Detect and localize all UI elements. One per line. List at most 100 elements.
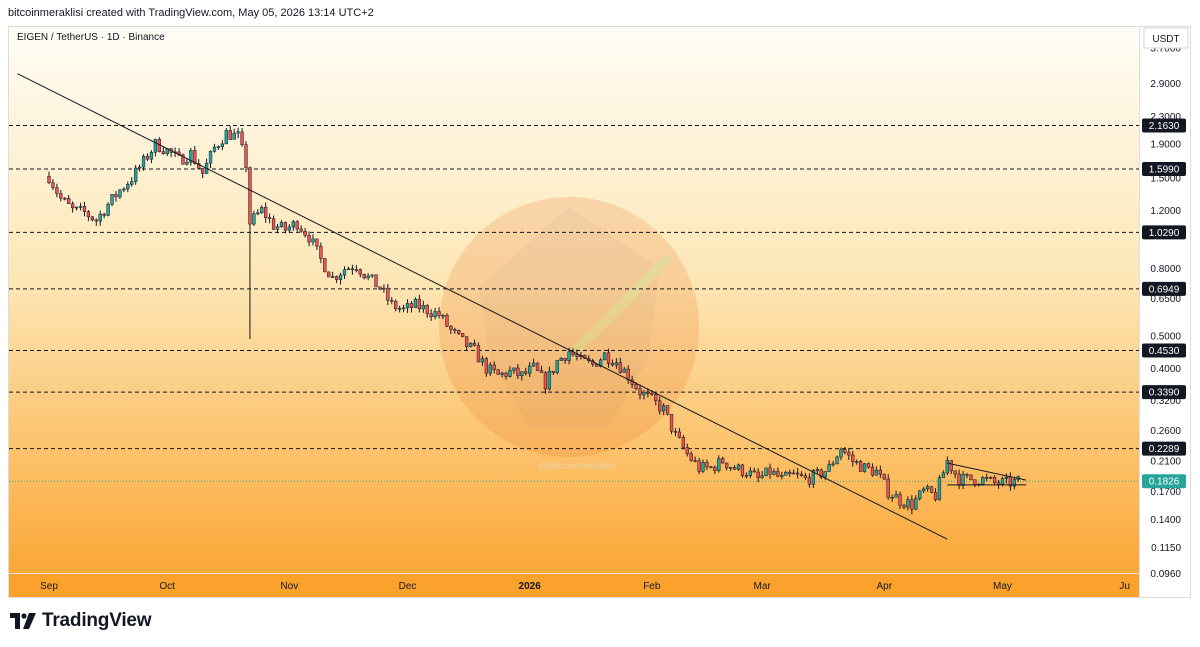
candle-up bbox=[500, 372, 504, 375]
price-tick-label: 1.2000 bbox=[1150, 206, 1181, 217]
candle-down bbox=[965, 474, 969, 476]
candle-down bbox=[665, 405, 670, 415]
currency-box[interactable]: USDT bbox=[1143, 27, 1189, 49]
candle-down bbox=[795, 472, 800, 475]
price-tick-label: 1.5000 bbox=[1150, 174, 1181, 185]
credit-text: bitcoinmeraklisi created with TradingVie… bbox=[8, 7, 374, 19]
candle-down bbox=[94, 219, 98, 222]
candle-up bbox=[567, 351, 571, 361]
candle-up bbox=[559, 358, 563, 361]
price-tick-label: 0.8000 bbox=[1150, 264, 1181, 275]
candle-down bbox=[638, 388, 642, 396]
candle-down bbox=[973, 479, 977, 485]
price-tick-label: 0.4000 bbox=[1150, 364, 1181, 375]
level-label: 0.3390 bbox=[1149, 388, 1180, 399]
candle-down bbox=[82, 206, 87, 212]
candle-down bbox=[721, 458, 725, 464]
triangle-upper-line[interactable] bbox=[947, 462, 1027, 481]
time-axis[interactable]: Sep Oct Nov Dec 2026 Feb Mar Apr May Ju bbox=[40, 581, 1130, 592]
candle-down bbox=[776, 471, 780, 477]
level-label-box bbox=[1142, 225, 1186, 240]
candle-down bbox=[575, 354, 579, 357]
candle-down bbox=[264, 207, 268, 218]
candle-down bbox=[248, 167, 252, 225]
candle-down bbox=[535, 362, 540, 371]
candle-up bbox=[338, 274, 343, 280]
candle-up bbox=[98, 213, 102, 222]
candle-down bbox=[161, 151, 165, 154]
candle-up bbox=[792, 472, 796, 475]
price-axis[interactable]: 3.7000 2.9000 2.3000 1.9000 1.5000 1.2000 0.80… bbox=[1142, 44, 1186, 580]
descending-trendline[interactable] bbox=[17, 73, 948, 540]
price-tick-label: 0.3200 bbox=[1150, 396, 1181, 407]
candle-down bbox=[807, 477, 812, 485]
candle-down bbox=[673, 430, 678, 433]
candle-up bbox=[153, 138, 158, 153]
candle-down bbox=[378, 286, 382, 290]
candle-up bbox=[922, 488, 926, 492]
level-label-box bbox=[1142, 441, 1186, 456]
candle-up bbox=[370, 274, 374, 277]
candle-down bbox=[866, 463, 871, 468]
candle-up bbox=[622, 368, 626, 373]
candle-down bbox=[843, 449, 847, 453]
candle-down bbox=[898, 494, 902, 506]
candle-up bbox=[736, 464, 741, 470]
candle-down bbox=[409, 303, 414, 308]
candle-up bbox=[130, 181, 134, 185]
price-chart[interactable]: @bitcoinmeraklisi EIGEN / TetherUS · 1D … bbox=[9, 27, 1190, 597]
candle-down bbox=[878, 469, 882, 475]
time-tick-label: Oct bbox=[159, 581, 175, 592]
candle-down bbox=[145, 155, 150, 160]
candle-down bbox=[295, 221, 299, 230]
candle-up bbox=[811, 470, 816, 485]
candle-down bbox=[626, 368, 630, 381]
candle-down bbox=[63, 197, 67, 200]
candle-down bbox=[283, 222, 288, 231]
candle-up bbox=[216, 146, 221, 148]
level-label: 0.4530 bbox=[1149, 346, 1180, 357]
candle-down bbox=[646, 392, 650, 394]
candle-down bbox=[851, 454, 855, 462]
candle-down bbox=[476, 345, 481, 363]
time-axis-background bbox=[9, 574, 1139, 597]
tradingview-logo[interactable]: TradingView bbox=[10, 610, 152, 632]
candle-up bbox=[126, 184, 130, 190]
candle-down bbox=[303, 230, 307, 236]
candle-down bbox=[799, 473, 804, 476]
level-label: 1.5990 bbox=[1149, 164, 1180, 175]
level-label-box bbox=[1142, 343, 1186, 358]
candle-up bbox=[508, 370, 512, 377]
chart-frame[interactable]: @bitcoinmeraklisi EIGEN / TetherUS · 1D … bbox=[8, 26, 1191, 598]
candle-down bbox=[437, 311, 441, 316]
candle-down bbox=[516, 367, 520, 376]
candle-down bbox=[472, 342, 477, 346]
candle-up bbox=[890, 497, 894, 499]
candle-down bbox=[394, 301, 398, 310]
horizontal-levels bbox=[9, 124, 1139, 482]
candle-down bbox=[618, 362, 622, 373]
time-tick-label: Feb bbox=[643, 581, 661, 592]
candle-up bbox=[137, 166, 142, 169]
candle-up bbox=[835, 456, 839, 465]
candle-up bbox=[118, 189, 122, 198]
candle-up bbox=[189, 150, 193, 163]
candle-up bbox=[547, 371, 552, 390]
candle-down bbox=[882, 473, 886, 480]
time-tick-label: Dec bbox=[399, 581, 417, 592]
candle-up bbox=[149, 151, 154, 160]
candle-down bbox=[307, 235, 311, 243]
candle-down bbox=[315, 238, 319, 247]
price-tick-label: 0.0960 bbox=[1150, 569, 1181, 580]
candle-up bbox=[815, 469, 819, 472]
time-tick-label: May bbox=[993, 581, 1012, 592]
candle-up bbox=[401, 307, 406, 310]
candle-up bbox=[74, 206, 79, 209]
candle-down bbox=[886, 478, 890, 498]
candle-down bbox=[788, 471, 792, 474]
candle-up bbox=[122, 188, 126, 191]
candle-up bbox=[894, 494, 898, 498]
candle-down bbox=[181, 154, 185, 165]
candle-down bbox=[819, 469, 823, 478]
footer: TradingView bbox=[0, 598, 1200, 647]
